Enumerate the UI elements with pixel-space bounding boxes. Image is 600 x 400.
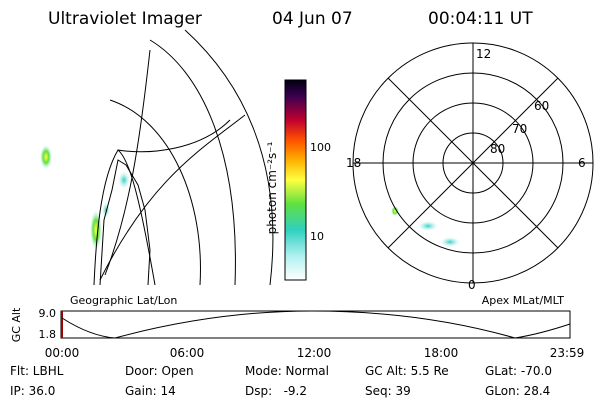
polar-plot: [352, 42, 594, 284]
hour-label: 12: [476, 47, 491, 61]
status-field: GC Alt: 5.5 Re: [365, 364, 449, 378]
map-label: Apex MLat/MLT: [482, 294, 565, 307]
status-field: Seq: 39: [365, 384, 411, 398]
status-field: GLat: -70.0: [485, 364, 552, 378]
lat-label: 70: [512, 122, 527, 136]
instrument: Ultraviolet Imager: [48, 9, 202, 29]
hour-label: 0: [468, 278, 476, 292]
status-field: IP: 36.0: [10, 384, 55, 398]
alt-ytick: 1.8: [39, 328, 57, 341]
date: 04 Jun 07: [272, 9, 353, 29]
lat-label: 60: [534, 99, 549, 113]
map-label: Geographic Lat/Lon: [70, 294, 177, 307]
hour-label: 6: [578, 156, 586, 170]
time: 00:04:11 UT: [428, 9, 533, 29]
status-field: Flt: LBHL: [10, 364, 64, 378]
colorbar: [284, 79, 307, 281]
status-field: Door: Open: [125, 364, 194, 378]
alt-curve: [61, 310, 571, 339]
alt-ytick: 9.0: [39, 307, 57, 320]
time-tick: 23:59: [550, 346, 585, 360]
hour-label: 18: [346, 156, 361, 170]
alt-box: [60, 310, 571, 339]
footer: Flt: LBHL Door: Open Mode: Normal GC Alt: 5…: [10, 364, 552, 398]
lat-label: 80: [490, 142, 505, 156]
status-field: Gain: 14: [125, 384, 176, 398]
status-field: Mode: Normal: [245, 364, 329, 378]
colorbar-tick: 100: [310, 141, 331, 154]
time-tick: 00:00: [45, 346, 80, 360]
alt-axis-label: GC Alt: [10, 307, 23, 342]
colorbar-label: photon cm⁻²s⁻¹: [265, 141, 279, 234]
status-field: Dsp: -9.2: [245, 384, 307, 398]
time-tick: 12:00: [297, 346, 332, 360]
colorbar-tick: 10: [310, 230, 324, 243]
time-tick: 18:00: [424, 346, 459, 360]
status-field: GLon: 28.4: [485, 384, 550, 398]
time-tick: 06:00: [170, 346, 205, 360]
geo-map: [40, 29, 274, 286]
